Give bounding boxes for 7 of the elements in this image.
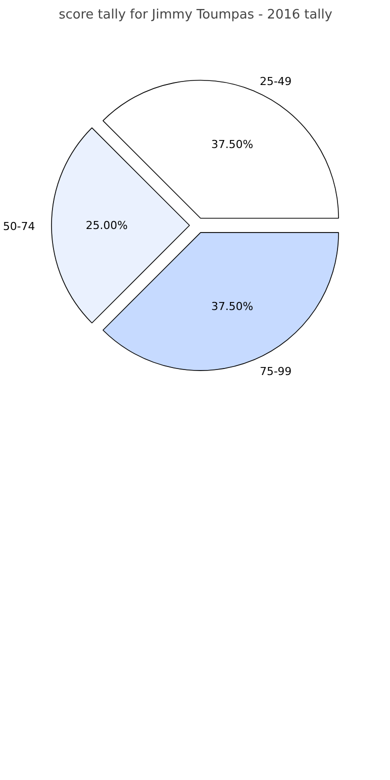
chart-title: score tally for Jimmy Toumpas - 2016 tally bbox=[58, 8, 333, 22]
data-label: 25.00% bbox=[86, 218, 128, 232]
slice-label: 50-74 bbox=[2, 220, 35, 233]
slice-label: 25-49 bbox=[260, 74, 292, 88]
data-label: 37.50% bbox=[211, 300, 254, 313]
data-label: 37.50% bbox=[211, 138, 254, 151]
slice-label: 75-99 bbox=[260, 364, 292, 378]
